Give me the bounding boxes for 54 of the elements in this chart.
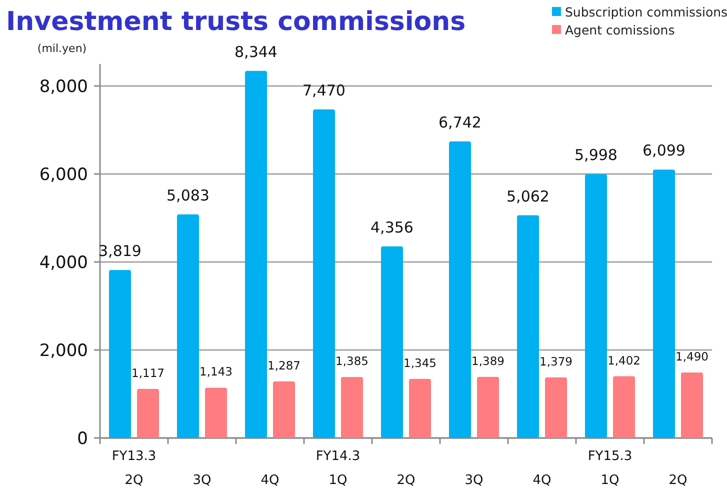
bar bbox=[137, 388, 159, 438]
x-tick-label: 4Q bbox=[260, 473, 280, 488]
bar bbox=[585, 174, 607, 438]
data-label: 8,344 bbox=[234, 42, 278, 61]
bar bbox=[545, 377, 567, 438]
x-tick-label: 2Q bbox=[668, 473, 688, 488]
bar bbox=[109, 270, 131, 438]
data-label: 4,356 bbox=[370, 218, 414, 236]
data-label: 1,389 bbox=[472, 354, 504, 368]
data-label: 1,143 bbox=[200, 364, 232, 379]
legend-label: Subscription commissions bbox=[565, 4, 727, 20]
data-label: 1,385 bbox=[336, 354, 368, 368]
bar bbox=[653, 170, 675, 438]
bar bbox=[517, 215, 539, 438]
x-tick-label: 4Q bbox=[532, 473, 552, 488]
x-tick-label: FY13.3 2Q bbox=[112, 449, 156, 488]
data-label: 7,470 bbox=[302, 81, 346, 100]
bar bbox=[205, 388, 227, 438]
data-label: 1,117 bbox=[132, 366, 164, 380]
bar bbox=[245, 70, 267, 438]
bar bbox=[681, 372, 703, 438]
x-tick-label: FY14.3 1Q bbox=[316, 449, 360, 488]
legend-label: Agent comissions bbox=[565, 22, 675, 38]
data-label: 1,490 bbox=[676, 349, 708, 364]
bar bbox=[477, 376, 499, 438]
x-tick-label: 2Q bbox=[396, 473, 416, 488]
x-tick-label: FY15.3 1Q bbox=[588, 449, 632, 488]
data-label: 5,998 bbox=[574, 146, 618, 164]
bar bbox=[341, 377, 363, 438]
bar bbox=[177, 214, 199, 438]
data-label: 1,287 bbox=[268, 358, 300, 372]
data-label: 5,083 bbox=[166, 186, 210, 204]
data-label: 1,379 bbox=[540, 354, 572, 368]
data-label: 1,345 bbox=[404, 356, 436, 370]
data-label: 5,062 bbox=[506, 187, 550, 206]
data-label: 1,402 bbox=[608, 353, 640, 368]
data-label: 6,742 bbox=[438, 113, 482, 132]
y-tick-label: 8,000 bbox=[39, 76, 88, 97]
bar bbox=[381, 246, 403, 438]
y-tick-label: 4,000 bbox=[39, 252, 88, 273]
bar bbox=[313, 109, 335, 438]
y-tick-label: 0 bbox=[77, 428, 88, 449]
bar bbox=[449, 141, 471, 438]
x-tick-label: 3Q bbox=[464, 473, 484, 488]
bar bbox=[273, 381, 295, 438]
x-tick-label: 3Q bbox=[192, 473, 212, 488]
y-axis-title: (mil.yen) bbox=[37, 42, 87, 55]
data-label: 6,099 bbox=[642, 142, 686, 160]
data-label: 3,819 bbox=[98, 242, 142, 260]
bar bbox=[409, 378, 431, 438]
y-tick-label: 2,000 bbox=[39, 340, 88, 361]
y-tick-label: 6,000 bbox=[39, 164, 88, 185]
chart-title: Investment trusts commissions bbox=[6, 7, 466, 37]
bar bbox=[613, 376, 635, 438]
